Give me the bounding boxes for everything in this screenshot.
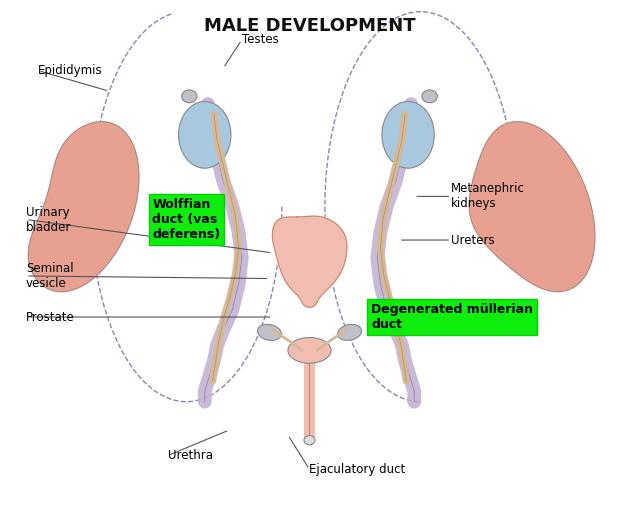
Polygon shape	[469, 122, 595, 292]
Ellipse shape	[181, 90, 197, 103]
Ellipse shape	[382, 102, 435, 168]
Text: Metanephric
kidneys: Metanephric kidneys	[451, 183, 525, 211]
Text: Urethra: Urethra	[168, 449, 213, 462]
Text: Wolffian
duct (vas
deferens): Wolffian duct (vas deferens)	[152, 198, 220, 241]
Polygon shape	[272, 216, 347, 307]
Text: Urinary
bladder: Urinary bladder	[26, 205, 71, 234]
Text: Degenerated müllerian
duct: Degenerated müllerian duct	[371, 303, 533, 331]
Text: Ureters: Ureters	[451, 234, 495, 247]
Text: Epididymis: Epididymis	[38, 64, 103, 77]
Ellipse shape	[304, 436, 315, 445]
Text: Testes: Testes	[241, 34, 279, 46]
Text: MALE DEVELOPMENT: MALE DEVELOPMENT	[204, 17, 415, 35]
Text: Prostate: Prostate	[26, 311, 75, 324]
Ellipse shape	[288, 337, 331, 363]
Ellipse shape	[178, 102, 231, 168]
Text: Seminal
vesicle: Seminal vesicle	[26, 262, 74, 290]
Ellipse shape	[258, 325, 282, 341]
Polygon shape	[28, 122, 139, 292]
Ellipse shape	[422, 90, 438, 103]
Ellipse shape	[337, 325, 361, 341]
Text: Ejaculatory duct: Ejaculatory duct	[310, 463, 405, 476]
